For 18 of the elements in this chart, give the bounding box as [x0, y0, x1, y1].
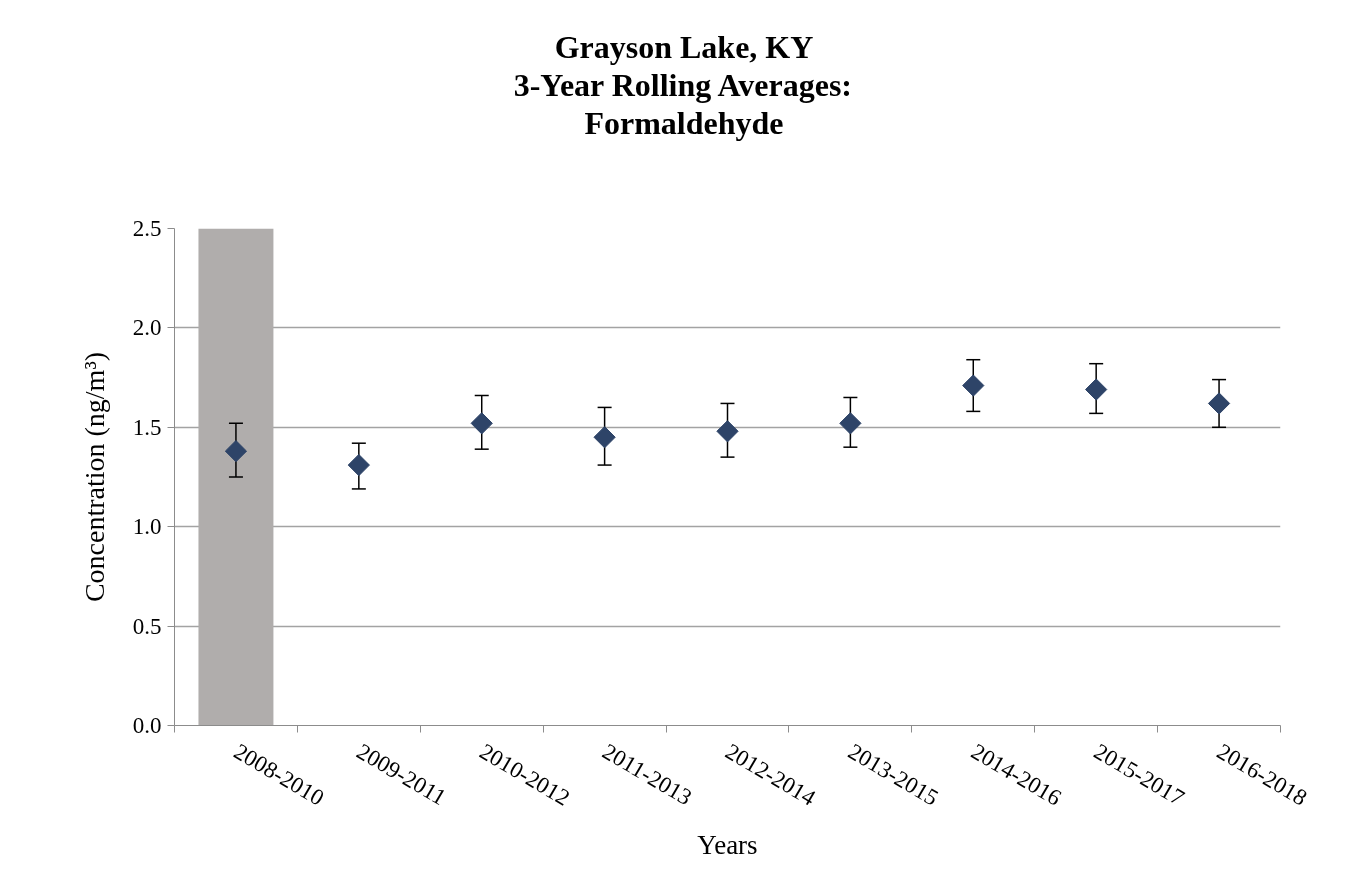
- y-tick-label: 0.0: [132, 713, 162, 738]
- point: [1207, 392, 1231, 415]
- point: [1085, 378, 1108, 401]
- y-tick-label: 1.5: [132, 414, 162, 440]
- point: [224, 440, 248, 463]
- point: [839, 412, 862, 435]
- y-tick-label: 1.0: [132, 514, 162, 540]
- point: [347, 453, 370, 477]
- y-axis-title: Concentration (ng/m³): [78, 351, 110, 603]
- point: [716, 420, 739, 443]
- x-axis-title: Years: [697, 829, 758, 860]
- y-tick-label: 2.5: [132, 216, 162, 241]
- y-tick-label: 2.0: [132, 315, 162, 341]
- point: [593, 426, 616, 449]
- y-tick-label: 0.5: [132, 613, 162, 639]
- chart-title: Grayson Lake, KY 3-Year Rolling Averages: Formaldehyde: [513, 28, 852, 141]
- point: [962, 374, 985, 397]
- point: [470, 412, 493, 435]
